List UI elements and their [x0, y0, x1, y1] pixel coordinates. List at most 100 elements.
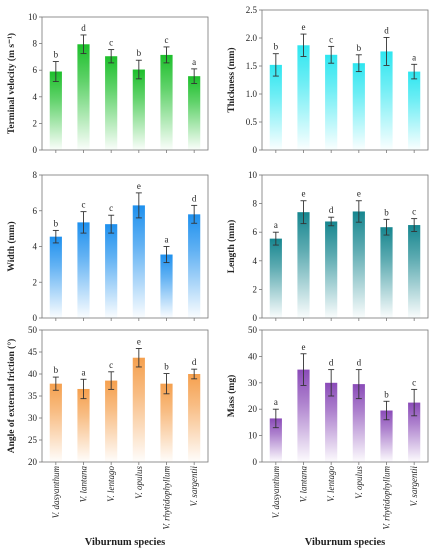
significance-letter: e [302, 22, 306, 32]
y-tick-label: 4 [33, 92, 38, 102]
significance-letter: d [192, 357, 197, 367]
x-category-label: V. lantana [79, 466, 89, 503]
y-tick-label: 2 [33, 118, 38, 128]
bar-5 [160, 254, 173, 318]
x-category-label: V. dasyanthum [51, 466, 61, 519]
y-tick-label: 30 [248, 378, 258, 388]
significance-letter: a [274, 397, 278, 407]
bar-3 [325, 382, 338, 462]
y-tick-label: 10 [28, 12, 38, 22]
significance-letter: c [109, 38, 113, 48]
bar-2 [77, 222, 90, 318]
y-tick-label: 40 [28, 369, 38, 379]
bar-6 [188, 214, 201, 318]
chart-panel-5: 20 25 30 35 40 45 50 Angle of external friction… [6, 325, 209, 548]
bar-3 [105, 224, 118, 318]
y-tick-label: 8 [33, 39, 38, 49]
significance-letter: d [192, 193, 197, 203]
bar-3 [325, 54, 338, 150]
significance-letter: c [329, 34, 333, 44]
y-tick-label: 0 [253, 145, 258, 155]
bar-4 [132, 205, 145, 318]
y-tick-label: 25 [28, 435, 38, 445]
y-tick-label: 0 [33, 145, 38, 155]
bar-2 [77, 388, 90, 462]
significance-letter: b [357, 43, 362, 53]
chart-panel-3: 0 2 4 6 8 Width (mm) b c c e a d [6, 170, 209, 323]
y-tick-label: 35 [28, 391, 38, 401]
significance-letter: b [137, 48, 142, 58]
bar-1 [269, 238, 282, 318]
significance-letter: e [357, 189, 361, 199]
y-tick-label: 2.5 [246, 5, 258, 15]
y-tick-label: 10 [248, 431, 258, 441]
significance-letter: c [165, 35, 169, 45]
significance-letter: a [192, 57, 196, 67]
significance-letter: d [329, 205, 334, 215]
bar-6 [188, 374, 201, 462]
y-tick-label: 0 [253, 457, 258, 467]
bar-4 [132, 69, 145, 150]
y-tick-label: 20 [28, 457, 38, 467]
significance-letter: b [54, 218, 59, 228]
plot-frame [261, 9, 429, 151]
significance-letter: d [357, 358, 362, 368]
chart-panel-4: 0 2 4 6 8 10 Length (mm) a e d e b c [226, 170, 429, 323]
chart-panel-6: 0 10 20 30 40 50 Mass (mg) a e d d b c V. dasyanthum V… [226, 325, 429, 548]
y-axis-label: Mass (mg) [226, 375, 237, 417]
y-tick-label: 4 [33, 242, 38, 252]
bar-3 [325, 221, 338, 318]
significance-letter: c [82, 200, 86, 210]
bar-6 [408, 71, 421, 150]
significance-letter: c [412, 377, 416, 387]
significance-letter: d [329, 358, 334, 368]
significance-letter: b [54, 365, 59, 375]
y-axis-label: Width (mm) [6, 221, 17, 271]
plot-frame [41, 329, 209, 463]
bar-3 [105, 56, 118, 150]
x-category-label: V. sargentii [409, 466, 419, 507]
y-axis-label: Terminal velocity (m s⁻¹) [6, 33, 17, 134]
x-category-label: V. lentago [326, 466, 336, 502]
bar-2 [297, 45, 310, 150]
bar-5 [160, 383, 173, 462]
bar-6 [408, 402, 421, 462]
bar-1 [49, 236, 62, 318]
significance-letter: b [164, 362, 169, 372]
bar-4 [352, 63, 365, 151]
x-axis-label: Viburnum species [305, 537, 385, 548]
bar-4 [352, 384, 365, 462]
y-axis-label: Length (mm) [226, 220, 237, 274]
significance-letter: d [81, 23, 86, 33]
significance-letter: d [384, 25, 389, 35]
bar-5 [380, 410, 393, 462]
plot-frame [261, 329, 429, 463]
plot-frame [41, 16, 209, 151]
bar-2 [297, 369, 310, 462]
significance-letter: b [54, 50, 59, 60]
y-tick-label: 6 [33, 65, 38, 75]
chart-panel-2: 0 0.5 1.0 1.5 2.0 2.5 Thickness (mm) b e c b d a [226, 5, 429, 155]
x-axis-label: Viburnum species [85, 537, 165, 548]
significance-letter: a [82, 367, 86, 377]
y-tick-label: 2 [33, 277, 38, 287]
x-category-label: V. opulus [134, 466, 144, 499]
significance-letter: c [412, 207, 416, 217]
significance-letter: e [302, 342, 306, 352]
y-tick-label: 10 [248, 170, 258, 180]
y-tick-label: 4 [253, 256, 258, 266]
y-tick-label: 50 [28, 325, 38, 335]
y-tick-label: 8 [253, 199, 258, 209]
y-tick-label: 6 [33, 206, 38, 216]
x-category-label: V. rhytidophyllum [162, 466, 172, 530]
y-tick-label: 20 [248, 404, 258, 414]
y-tick-label: 0 [33, 313, 38, 323]
significance-letter: a [274, 220, 278, 230]
bar-5 [160, 54, 173, 150]
bar-1 [49, 383, 62, 462]
bar-2 [297, 212, 310, 318]
significance-letter: a [412, 52, 416, 62]
y-tick-label: 1.5 [246, 61, 258, 71]
bar-3 [105, 380, 118, 462]
